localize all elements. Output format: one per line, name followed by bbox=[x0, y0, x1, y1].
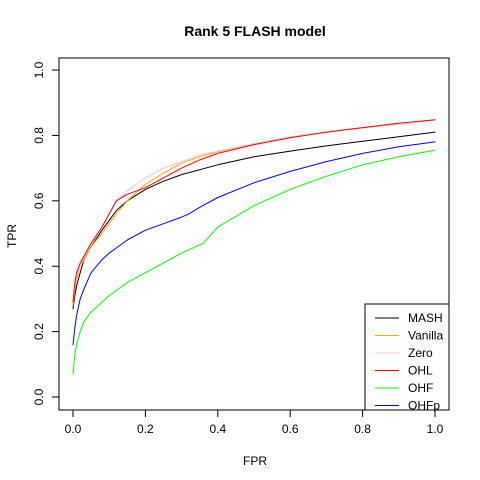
series-line-mash bbox=[72, 131, 436, 310]
series-line-zero bbox=[72, 119, 436, 303]
legend-label-ohl: OHL bbox=[408, 364, 433, 378]
y-tick-label: 0.0 bbox=[32, 388, 46, 405]
x-tick-label: 0.2 bbox=[137, 422, 154, 436]
legend: MASH Vanilla Zero OHL OHF OHFp bbox=[364, 303, 450, 413]
legend-label-vanilla: Vanilla bbox=[408, 329, 443, 343]
y-tick-label: 0.2 bbox=[32, 323, 46, 340]
series-line-ohf bbox=[72, 149, 436, 375]
legend-label-ohfp: OHFp bbox=[408, 399, 440, 413]
legend-label-mash: MASH bbox=[408, 311, 443, 325]
y-axis-label: TPR bbox=[5, 224, 19, 248]
x-tick-label: 0.6 bbox=[282, 422, 299, 436]
x-axis: 0.0 0.2 0.4 0.6 0.8 1.0 bbox=[65, 409, 444, 436]
series-layer bbox=[72, 119, 436, 375]
x-tick-label: 0.4 bbox=[209, 422, 226, 436]
x-tick-label: 0.0 bbox=[65, 422, 82, 436]
series-line-vanilla bbox=[72, 119, 436, 306]
x-tick-label: 1.0 bbox=[427, 422, 444, 436]
series-line-ohl bbox=[72, 119, 436, 303]
y-axis: 0.0 0.2 0.4 0.6 0.8 1.0 bbox=[32, 61, 60, 405]
x-tick-label: 0.8 bbox=[354, 422, 371, 436]
series-line-ohfp bbox=[72, 141, 436, 346]
y-tick-label: 1.0 bbox=[32, 61, 46, 78]
y-tick-label: 0.6 bbox=[32, 192, 46, 209]
chart-title: Rank 5 FLASH model bbox=[184, 23, 326, 39]
x-axis-label: FPR bbox=[243, 454, 267, 468]
legend-label-zero: Zero bbox=[408, 346, 433, 360]
legend-box bbox=[364, 303, 450, 411]
legend-label-ohf: OHF bbox=[408, 381, 433, 395]
y-tick-label: 0.8 bbox=[32, 127, 46, 144]
y-tick-label: 0.4 bbox=[32, 258, 46, 275]
